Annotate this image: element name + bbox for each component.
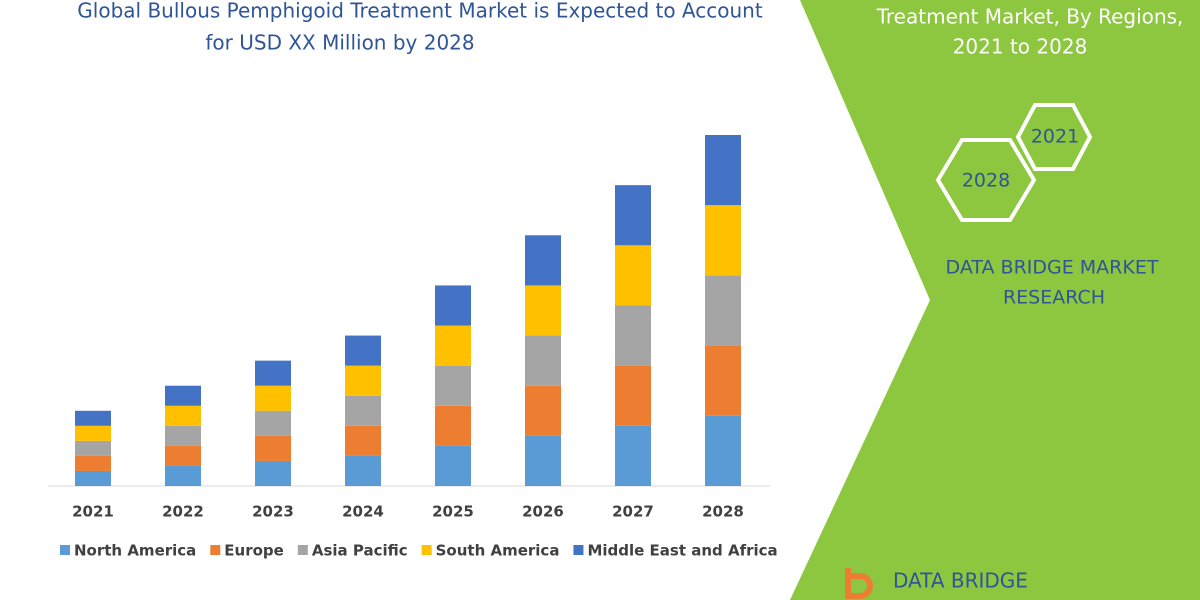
bar-segment <box>525 385 561 436</box>
hex-label: 2028 <box>962 170 1010 192</box>
bar-segment <box>165 385 201 406</box>
legend-label: North America <box>74 542 196 560</box>
bar-segment <box>255 435 291 461</box>
legend-label: Middle East and Africa <box>587 542 777 560</box>
legend-swatch <box>421 545 432 555</box>
bar-segment <box>705 345 741 416</box>
bar-segment <box>345 455 381 486</box>
legend-label: Asia Pacific <box>312 542 408 560</box>
brand-text: DATA BRIDGE MARKET <box>946 257 1159 279</box>
bar-segment <box>615 365 651 426</box>
x-tick-label: 2023 <box>252 503 294 521</box>
bar-segment <box>705 205 741 276</box>
bar-segment <box>345 425 381 456</box>
bar-segment <box>525 335 561 386</box>
legend-swatch <box>60 545 70 555</box>
brand-text: RESEARCH <box>1003 287 1105 309</box>
bar-segment <box>525 235 561 286</box>
x-tick-label: 2025 <box>432 503 474 521</box>
bar-segment <box>615 425 651 486</box>
legend-label: Europe <box>224 542 284 560</box>
bar-segment <box>75 410 111 426</box>
chart-title: Global Bullous Pemphigoid Treatment Mark… <box>77 0 763 23</box>
hex-label: 2021 <box>1031 126 1079 148</box>
bar-segment <box>435 285 471 326</box>
bar-segment <box>435 325 471 366</box>
legend-label: South America <box>436 542 560 560</box>
x-tick-label: 2027 <box>612 503 654 521</box>
x-tick-label: 2021 <box>72 503 114 521</box>
bar-segment <box>255 460 291 486</box>
panel-heading: Treatment Market, By Regions, <box>876 5 1184 29</box>
bar-segment <box>345 395 381 426</box>
bar-segment <box>75 455 111 471</box>
bar-segment <box>435 365 471 406</box>
hexagon <box>935 138 1037 222</box>
bar-segment <box>615 245 651 306</box>
x-tick-label: 2024 <box>342 503 384 521</box>
hexagon <box>1015 103 1093 171</box>
bar-segment <box>525 435 561 486</box>
bar-segment <box>75 470 111 486</box>
x-tick-label: 2022 <box>162 503 204 521</box>
x-tick-label: 2028 <box>702 503 744 521</box>
chart-subtitle: for USD XX Million by 2028 <box>205 31 474 55</box>
bar-segment <box>165 405 201 426</box>
legend-swatch <box>297 545 308 555</box>
bar-segment <box>615 185 651 246</box>
x-tick-label: 2026 <box>522 503 564 521</box>
bar-segment <box>165 445 201 466</box>
bar-segment <box>705 275 741 346</box>
legend-swatch <box>210 545 221 555</box>
bar-segment <box>75 425 111 441</box>
bar-segment <box>345 365 381 396</box>
bar-segment <box>255 385 291 411</box>
legend-swatch <box>573 545 584 555</box>
bar-segment <box>705 135 741 206</box>
bar-segment <box>165 465 201 486</box>
bar-segment <box>435 405 471 446</box>
bar-segment <box>255 410 291 436</box>
bar-segment <box>75 440 111 456</box>
bar-segment <box>435 445 471 486</box>
bar-segment <box>345 335 381 366</box>
panel-heading: 2021 to 2028 <box>953 35 1088 59</box>
logo-text: DATA BRIDGE <box>893 569 1028 593</box>
bar-segment <box>705 415 741 486</box>
side-panel-bg <box>790 0 1200 600</box>
logo-icon <box>845 568 873 599</box>
bar-segment <box>255 360 291 386</box>
bar-segment <box>615 305 651 366</box>
bar-segment <box>525 285 561 336</box>
bar-segment <box>165 425 201 446</box>
